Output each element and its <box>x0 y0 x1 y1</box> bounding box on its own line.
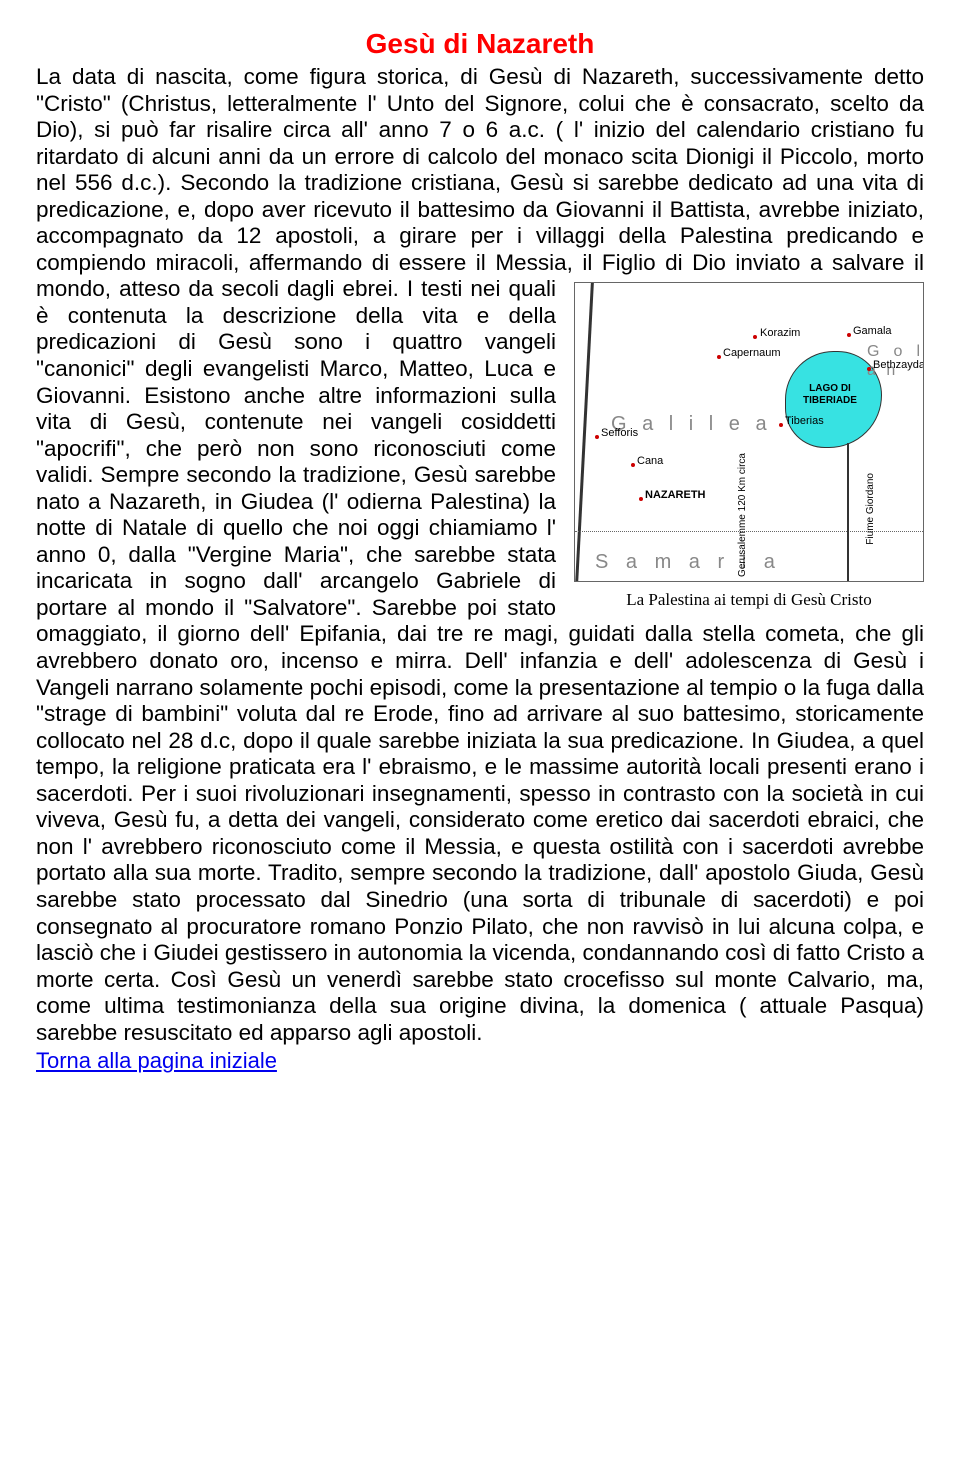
city-tiberias: Tiberias <box>785 415 824 428</box>
distance-label: Gerusalemme 120 Km circa <box>737 453 749 577</box>
city-korazim: Korazim <box>760 327 800 340</box>
map-figure: LAGO DI TIBERIADE G a l i l e a G o l a … <box>574 282 924 610</box>
city-gamala: Gamala <box>853 325 892 338</box>
title-text: Gesù di Nazareth <box>366 28 595 59</box>
map-caption: La Palestina ai tempi di Gesù Cristo <box>574 590 924 610</box>
dot-nazareth <box>639 497 643 501</box>
coastline <box>575 283 594 582</box>
city-bethzayda: Bethzayda <box>873 359 924 372</box>
river-label: Fiume Giordano <box>865 473 877 545</box>
paragraph-1: La data di nascita, come figura storica,… <box>36 64 924 301</box>
region-samaria: S a m a r i a <box>595 551 781 575</box>
dot-gamala <box>847 333 851 337</box>
city-sefforis: Sefforis <box>601 427 638 440</box>
footer: Torna alla pagina iniziale <box>36 1048 924 1074</box>
page-title: Gesù di Nazareth <box>36 28 924 60</box>
back-link[interactable]: Torna alla pagina iniziale <box>36 1048 277 1073</box>
lake-label: LAGO DI TIBERIADE <box>795 383 865 407</box>
palestine-map: LAGO DI TIBERIADE G a l i l e a G o l a … <box>574 282 924 582</box>
dot-sefforis <box>595 435 599 439</box>
jordan-river <box>847 443 849 582</box>
city-capernaum: Capernaum <box>723 347 780 360</box>
dot-korazim <box>753 335 757 339</box>
city-nazareth: NAZARETH <box>645 489 706 502</box>
dot-cana <box>631 463 635 467</box>
city-cana: Cana <box>637 455 663 468</box>
article-body: La data di nascita, come figura storica,… <box>36 64 924 1046</box>
dot-tiberias <box>779 423 783 427</box>
dot-capernaum <box>717 355 721 359</box>
